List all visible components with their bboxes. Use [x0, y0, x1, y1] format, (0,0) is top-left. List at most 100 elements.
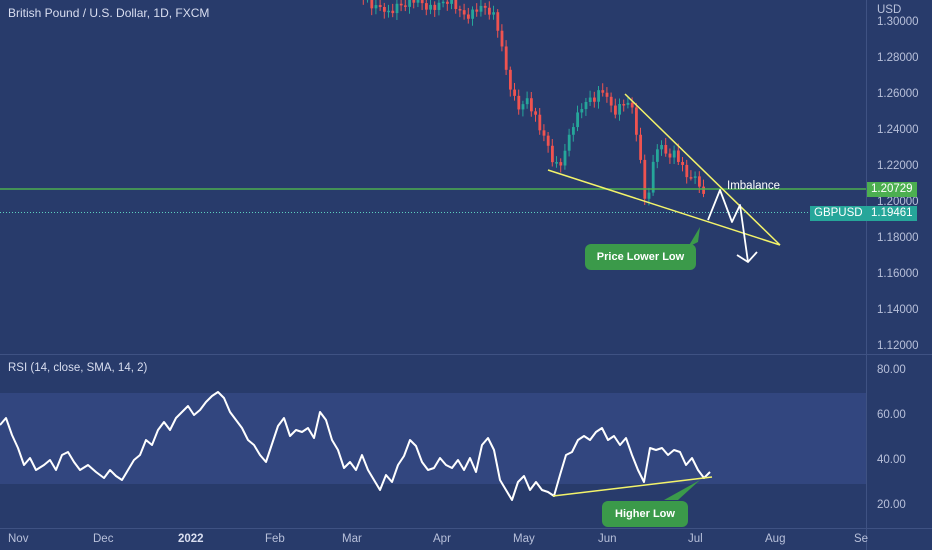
candle-body	[639, 134, 642, 160]
candle-body	[399, 3, 403, 6]
candle-body	[446, 1, 449, 4]
candle-body	[593, 97, 596, 102]
candle-body	[635, 107, 638, 135]
candle-body	[685, 164, 689, 178]
candle-body	[559, 162, 563, 166]
price-tick-label: 1.22000	[877, 160, 919, 172]
current-price-tag[interactable]: 1.19461	[867, 206, 917, 221]
candle-body	[626, 102, 630, 105]
time-tick-label: Jul	[688, 533, 703, 545]
candle-body	[681, 161, 684, 165]
price-tick-label: 1.28000	[877, 52, 919, 64]
time-tick-label: Se	[854, 533, 869, 545]
lower-trendline[interactable]	[547, 169, 781, 246]
rsi-tick-label: 20.00	[877, 499, 906, 511]
candle-body	[672, 150, 676, 158]
price-tick-label: 1.16000	[877, 268, 919, 280]
candle-body	[698, 176, 701, 187]
candle-body	[492, 12, 495, 15]
candle-body	[500, 30, 504, 47]
candle-body	[643, 159, 647, 199]
candle-body	[496, 12, 500, 31]
candle-body	[601, 90, 605, 93]
candle-body	[572, 127, 575, 135]
rsi-line	[0, 391, 711, 501]
price-tick-label: 1.30000	[877, 16, 919, 28]
candle-body	[458, 8, 462, 11]
candle-body	[420, 0, 424, 4]
candle-body	[576, 112, 579, 128]
candle-body	[479, 5, 483, 12]
candle-body	[580, 109, 584, 113]
candle-body	[668, 153, 672, 158]
candle-body	[467, 14, 470, 19]
rsi-tick-label: 60.00	[877, 409, 906, 421]
candle-body	[677, 150, 680, 162]
candle-body	[664, 145, 668, 154]
price-lower-low-callout[interactable]: Price Lower Low	[585, 244, 696, 270]
time-tick-label: Dec	[93, 533, 114, 545]
candle-body	[425, 3, 428, 10]
candlestick-series	[362, 0, 705, 206]
candle-body	[588, 97, 592, 102]
candle-body	[584, 101, 588, 110]
currency-label: USD	[877, 4, 902, 16]
candle-body	[488, 7, 491, 15]
candle-body	[622, 104, 626, 106]
imbalance-label[interactable]: Imbalance	[727, 180, 781, 192]
candle-body	[509, 69, 512, 90]
candle-body	[475, 9, 479, 12]
candle-body	[404, 5, 407, 7]
candle-body	[429, 4, 432, 10]
candle-body	[546, 135, 550, 146]
candle-body	[551, 145, 554, 163]
candle-body	[416, 0, 420, 3]
symbol-price-tag[interactable]: GBPUSD	[810, 206, 867, 221]
upper-trendline[interactable]	[624, 93, 781, 246]
candle-body	[525, 98, 529, 105]
symbol-title[interactable]: British Pound / U.S. Dollar, 1D, FXCM	[8, 6, 210, 20]
candle-body	[483, 5, 487, 8]
candle-body	[378, 5, 382, 7]
time-tick-label: Apr	[433, 533, 451, 545]
price-tick-label: 1.26000	[877, 88, 919, 100]
candle-body	[689, 177, 693, 179]
candle-body	[471, 9, 474, 19]
rsi-trendline[interactable]	[552, 476, 713, 497]
time-tick-label: Mar	[342, 533, 362, 545]
time-tick-label: Jun	[598, 533, 617, 545]
candle-body	[597, 90, 600, 102]
time-tick-label: Feb	[265, 533, 285, 545]
level-price-tag[interactable]: 1.20729	[867, 182, 917, 197]
candle-body	[530, 98, 533, 112]
candle-body	[609, 96, 613, 106]
rsi-tick-label: 40.00	[877, 454, 906, 466]
projection-path[interactable]	[707, 189, 749, 263]
rsi-indicator-title[interactable]: RSI (14, close, SMA, 14, 2)	[8, 362, 148, 374]
candle-body	[433, 4, 437, 10]
candle-body	[450, 0, 453, 4]
candle-body	[656, 149, 659, 162]
candle-body	[383, 6, 386, 12]
candle-body	[630, 102, 634, 108]
rsi-tick-label: 80.00	[877, 364, 906, 376]
candle-body	[513, 89, 516, 96]
candle-body	[555, 162, 558, 164]
candle-body	[521, 104, 525, 110]
time-tick-label: Nov	[8, 533, 29, 545]
rsi-callout-pointer	[664, 480, 700, 500]
price-callout-pointer	[688, 227, 700, 247]
rsi-band	[0, 393, 866, 484]
candle-body	[651, 161, 655, 193]
candle-body	[391, 10, 395, 14]
higher-low-callout[interactable]: Higher Low	[602, 501, 688, 527]
time-tick-label: Aug	[765, 533, 786, 545]
candle-body	[504, 46, 508, 70]
candle-body	[441, 1, 445, 4]
time-tick-label-year: 2022	[178, 533, 204, 545]
candle-body	[534, 111, 537, 115]
candle-body	[614, 105, 617, 115]
candle-body	[454, 0, 458, 9]
